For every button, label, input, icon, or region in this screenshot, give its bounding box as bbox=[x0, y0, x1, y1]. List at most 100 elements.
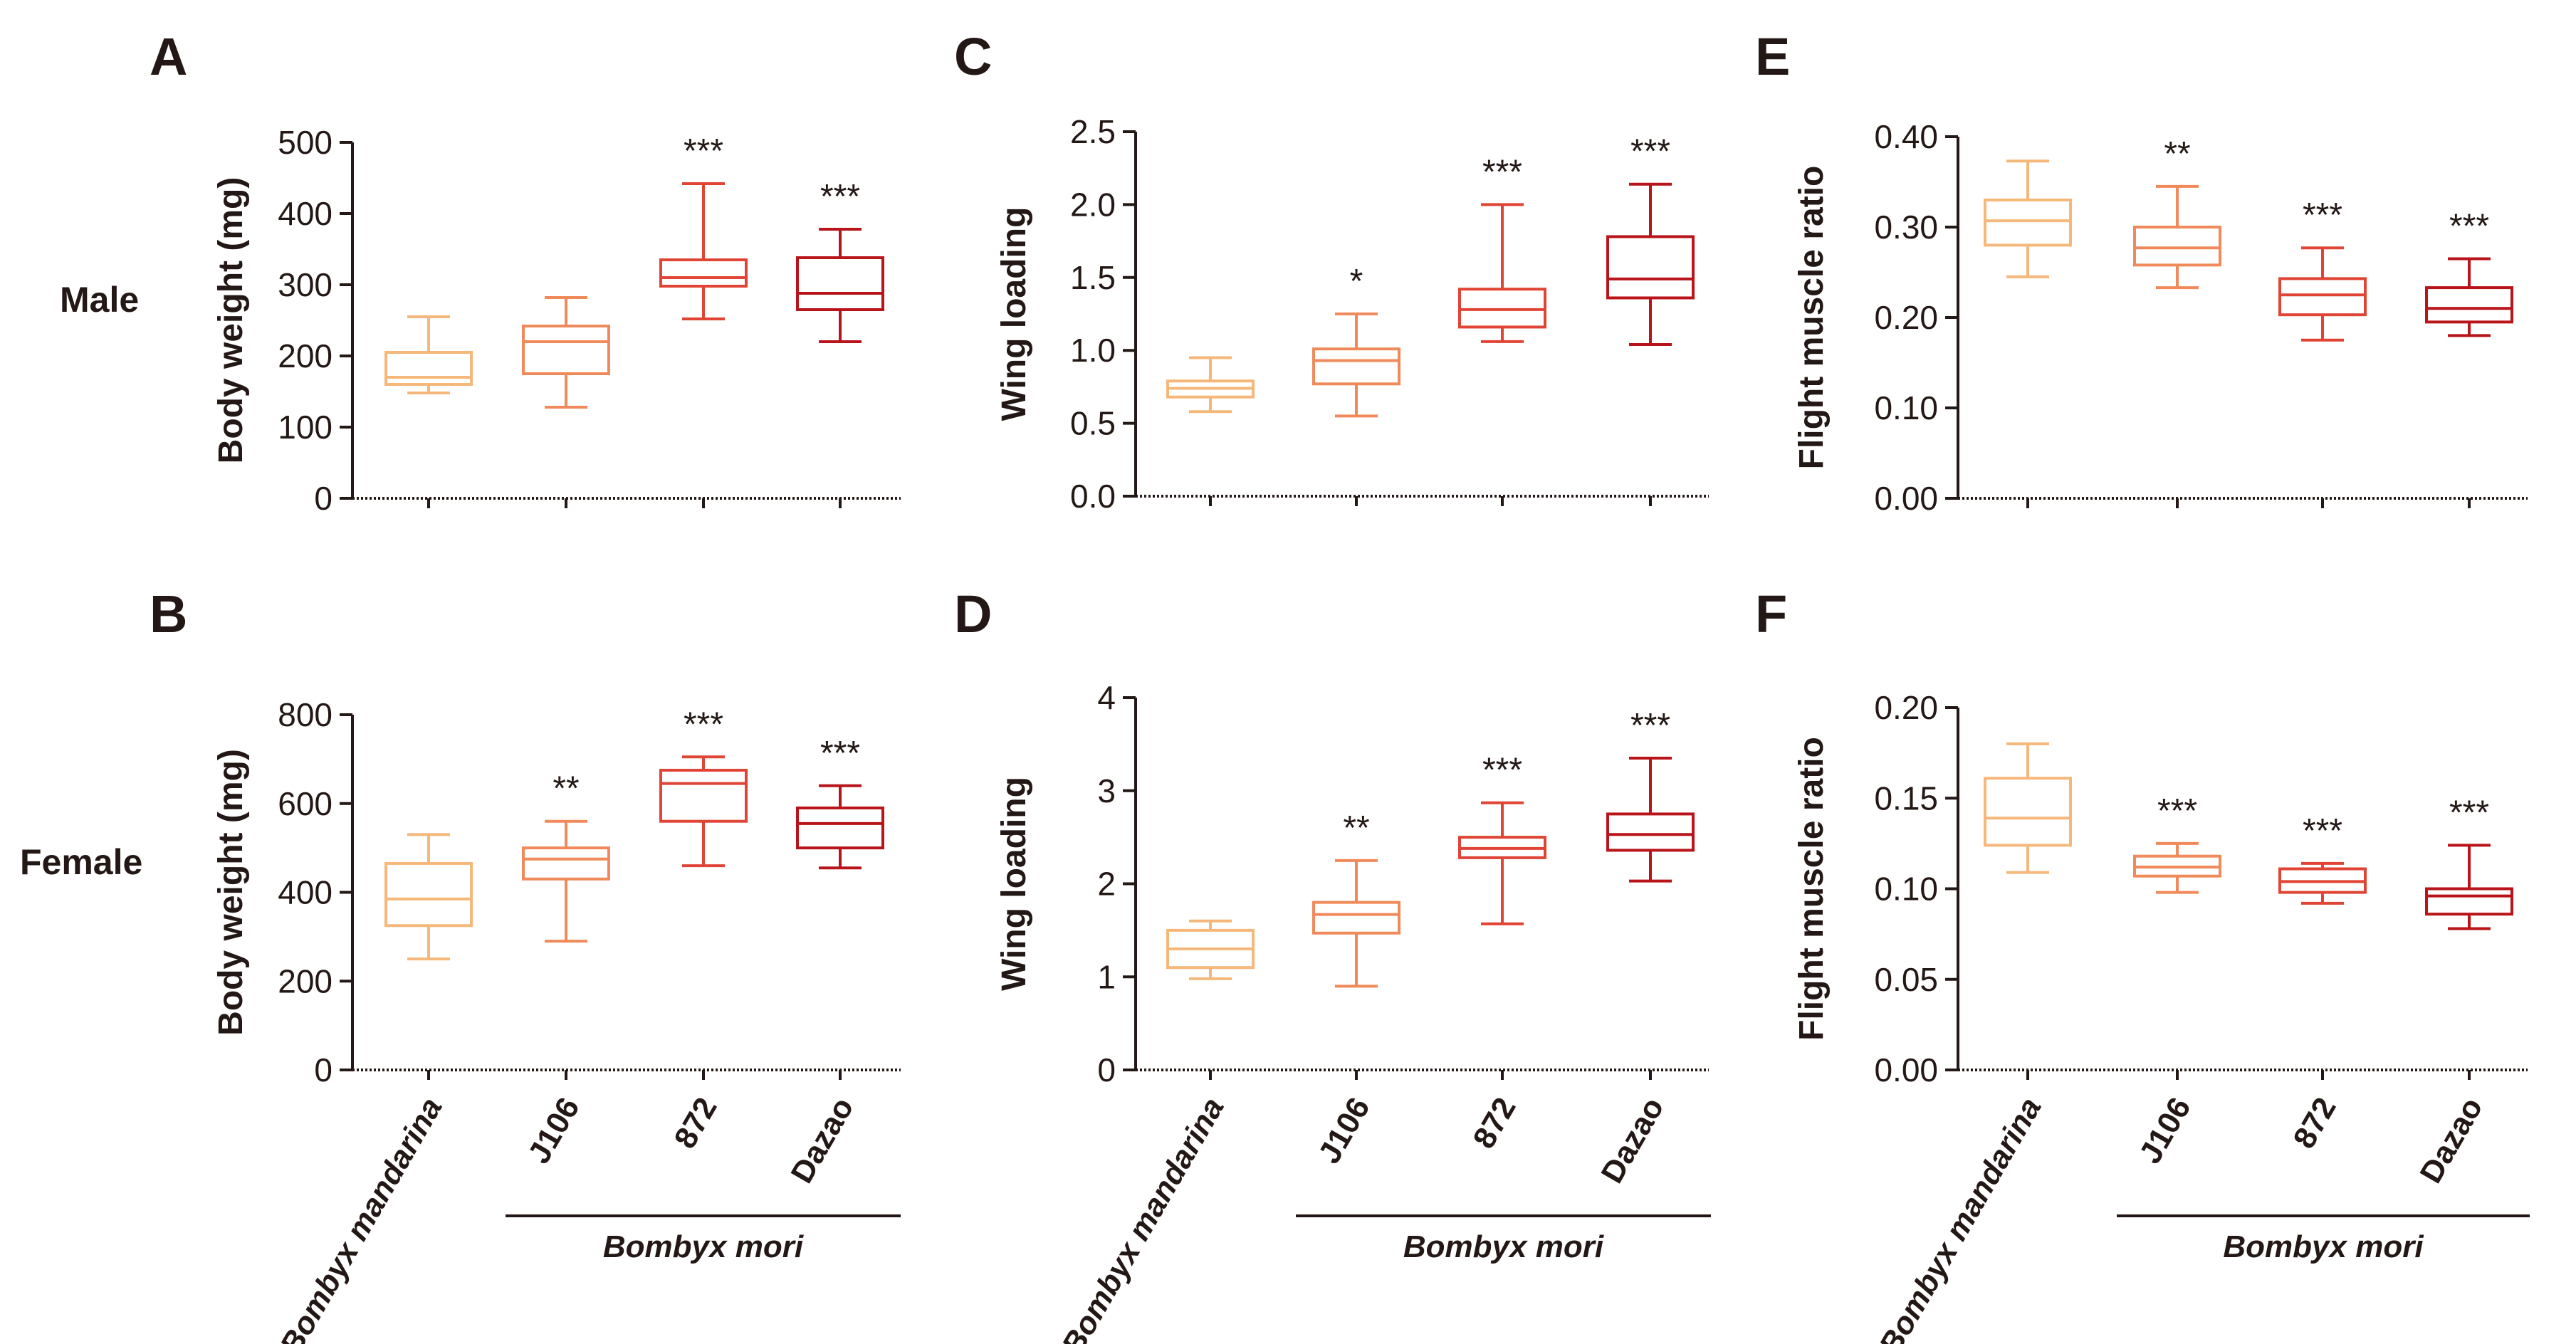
significance-label: * bbox=[1350, 263, 1363, 300]
significance-label: *** bbox=[820, 178, 860, 216]
y-tick-label: 0.05 bbox=[1874, 961, 1938, 998]
significance-label: *** bbox=[2303, 196, 2342, 234]
panel-letter: C bbox=[954, 27, 992, 86]
significance-label: *** bbox=[2157, 792, 2197, 830]
panel-e: E Flight muscle ratio 0.00 0.10 0.20 0.30 0.40… bbox=[1755, 27, 2528, 517]
y-tick-label: 100 bbox=[278, 409, 333, 446]
iqr-box bbox=[659, 768, 748, 823]
y-tick-label: 2.5 bbox=[1070, 113, 1116, 150]
y-tick-label: 400 bbox=[278, 195, 333, 232]
iqr-box bbox=[1312, 901, 1400, 935]
iqr-box bbox=[522, 846, 610, 881]
box-plot-872: *** bbox=[1458, 153, 1546, 506]
panel-letter: E bbox=[1755, 27, 1790, 86]
significance-label: ** bbox=[553, 770, 579, 808]
box-plot-872: *** bbox=[659, 705, 748, 1080]
significance-label: ** bbox=[1343, 809, 1369, 847]
y-axis-label: Flight muscle ratio bbox=[1793, 166, 1831, 470]
significance-label: *** bbox=[1630, 133, 1670, 171]
y-tick-label: 0.0 bbox=[1070, 478, 1116, 515]
iqr-box bbox=[796, 806, 884, 850]
y-tick-label: 0.10 bbox=[1874, 871, 1938, 908]
box-plot-872: *** bbox=[2278, 196, 2367, 508]
row-labels: Male Female bbox=[20, 280, 142, 882]
y-tick-label: 1.0 bbox=[1070, 332, 1116, 369]
row-label-male: Male bbox=[60, 280, 139, 320]
box-plot-dazao: *** bbox=[1606, 133, 1695, 506]
box-plot-j106: * bbox=[1312, 263, 1400, 506]
panel-letter: A bbox=[150, 27, 187, 86]
x-category-label: Bombyx mandarina bbox=[273, 1092, 449, 1344]
iqr-box bbox=[1458, 288, 1546, 329]
y-axis-label: Wing loading bbox=[995, 777, 1033, 991]
y-tick-label: 0.20 bbox=[1874, 689, 1938, 726]
y-tick-label: 0.30 bbox=[1874, 209, 1938, 246]
y-tick-label: 2.0 bbox=[1070, 186, 1116, 223]
y-tick-label: 3 bbox=[1097, 772, 1116, 809]
significance-label: *** bbox=[820, 735, 860, 772]
y-axis-label: Flight muscle ratio bbox=[1793, 737, 1831, 1041]
significance-label: *** bbox=[2303, 812, 2342, 850]
iqr-box bbox=[1984, 198, 2072, 247]
x-category-label: 872 bbox=[1467, 1092, 1523, 1155]
x-category-label: Bombyx mandarina bbox=[1055, 1092, 1231, 1344]
panel-a: A Body weight (mg) 0 100 200 300 400 500 *** *** bbox=[150, 27, 901, 517]
iqr-box bbox=[796, 256, 884, 311]
x-category-label: 872 bbox=[668, 1092, 724, 1155]
x-category-label: J106 bbox=[2132, 1092, 2197, 1170]
y-tick-label: 300 bbox=[278, 266, 333, 303]
y-tick-label: 200 bbox=[278, 337, 333, 374]
box-plot-872: *** bbox=[2278, 812, 2367, 1080]
box-plot-bombyx-mandarina bbox=[384, 833, 473, 1080]
y-tick-label: 0.20 bbox=[1874, 299, 1938, 336]
group-labels: Bombyx mori Bombyx mori Bombyx mori bbox=[506, 1214, 2530, 1264]
group-label: Bombyx mori bbox=[1403, 1229, 1604, 1264]
box-plot-bombyx-mandarina bbox=[1166, 356, 1255, 506]
box-plot-bombyx-mandarina bbox=[1984, 742, 2072, 1080]
y-tick-label: 200 bbox=[278, 962, 333, 999]
y-tick-label: 400 bbox=[278, 874, 333, 911]
significance-label: ** bbox=[2164, 135, 2190, 173]
box-plot-j106: ** bbox=[1312, 809, 1400, 1080]
y-tick-label: 500 bbox=[278, 124, 333, 161]
y-tick-label: 0 bbox=[1097, 1051, 1116, 1088]
x-category-label: Bombyx mandarina bbox=[1873, 1092, 2048, 1344]
y-tick-label: 0.5 bbox=[1070, 405, 1116, 442]
box-plot-bombyx-mandarina bbox=[1166, 919, 1255, 1080]
iqr-box bbox=[522, 325, 610, 375]
iqr-box bbox=[659, 258, 748, 288]
significance-label: *** bbox=[684, 705, 723, 743]
iqr-box bbox=[384, 351, 473, 386]
y-tick-label: 0.10 bbox=[1874, 389, 1938, 426]
y-tick-label: 0 bbox=[314, 1051, 333, 1088]
box-plot-dazao: *** bbox=[1606, 707, 1695, 1080]
group-label: Bombyx mori bbox=[603, 1229, 804, 1264]
y-tick-label: 800 bbox=[278, 696, 333, 733]
iqr-box bbox=[1606, 235, 1695, 300]
iqr-box bbox=[2425, 887, 2513, 916]
box-plot-bombyx-mandarina bbox=[1984, 159, 2072, 508]
significance-label: *** bbox=[684, 132, 723, 170]
box-plot-dazao: *** bbox=[796, 735, 884, 1080]
row-label-female: Female bbox=[20, 842, 142, 882]
group-label: Bombyx mori bbox=[2223, 1229, 2424, 1264]
x-category-label: J106 bbox=[1311, 1092, 1376, 1170]
box-plot-j106: ** bbox=[2133, 135, 2221, 508]
y-tick-label: 1.5 bbox=[1070, 259, 1116, 296]
significance-label: *** bbox=[2449, 794, 2489, 831]
box-plot-dazao: *** bbox=[796, 178, 884, 508]
y-tick-label: 0.00 bbox=[1874, 480, 1938, 517]
y-axis-label: Body weight (mg) bbox=[212, 177, 250, 464]
x-category-label: J106 bbox=[521, 1092, 586, 1170]
box-plot-dazao: *** bbox=[2425, 794, 2513, 1080]
iqr-box bbox=[1984, 777, 2072, 847]
box-plot-bombyx-mandarina bbox=[384, 315, 473, 508]
y-tick-label: 2 bbox=[1097, 866, 1116, 903]
y-axis-label: Body weight (mg) bbox=[212, 749, 250, 1036]
iqr-box bbox=[2425, 286, 2513, 324]
y-tick-label: 0.00 bbox=[1874, 1051, 1938, 1088]
box-plot-j106 bbox=[522, 296, 610, 508]
iqr-box bbox=[1312, 347, 1400, 386]
